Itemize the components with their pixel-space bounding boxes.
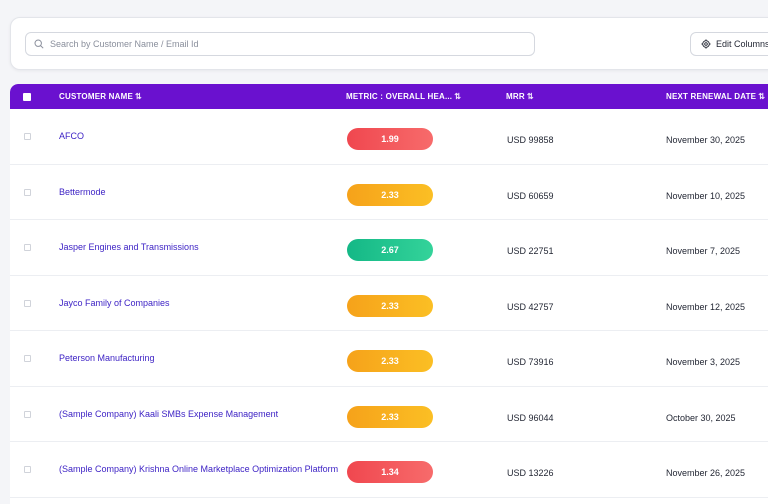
health-score-badge: 2.33 xyxy=(347,294,433,317)
table-row: Jayco Family of Companies 2.33 USD 42757… xyxy=(10,275,768,331)
column-label: METRIC : OVERALL HEA... xyxy=(346,92,453,101)
search-input[interactable] xyxy=(50,39,510,49)
sort-icon[interactable]: ⇅ xyxy=(135,92,142,101)
row-checkbox[interactable] xyxy=(24,355,31,362)
renewal-date: November 7, 2025 xyxy=(666,246,741,256)
column-label: MRR xyxy=(506,92,525,101)
gear-icon xyxy=(701,39,711,49)
health-score-badge: 2.33 xyxy=(347,183,433,206)
table-row: Bettermode 2.33 USD 60659 November 10, 2… xyxy=(10,164,768,220)
mrr-value: USD 60659 xyxy=(507,190,554,201)
column-header-metric[interactable]: METRIC : OVERALL HEA... ⇅ xyxy=(346,84,461,109)
customer-name-link[interactable]: Bettermode xyxy=(59,186,106,197)
health-score-badge: 2.67 xyxy=(347,239,433,261)
health-score-badge: 1.34 xyxy=(347,461,433,483)
customer-name-link[interactable]: AFCO xyxy=(59,131,85,141)
health-score-badge: 1.99 xyxy=(347,128,433,150)
renewal-date: November 3, 2025 xyxy=(666,357,741,367)
table-header: CUSTOMER NAME ⇅ METRIC : OVERALL HEA... ⇅ … xyxy=(10,84,768,109)
customer-name-link[interactable]: Jasper Engines and Transmissions xyxy=(59,242,199,252)
table-row: (Sample Company) Kaali SMBs Expense Mana… xyxy=(10,386,768,442)
column-label: CUSTOMER NAME xyxy=(59,92,134,101)
health-score-badge: 2.33 xyxy=(347,350,433,372)
renewal-date: November 26, 2025 xyxy=(666,468,746,478)
column-label: NEXT RENEWAL DATE xyxy=(666,92,757,101)
row-checkbox[interactable] xyxy=(24,410,31,418)
column-header-customer[interactable]: CUSTOMER NAME ⇅ xyxy=(59,84,142,109)
renewal-date: November 12, 2025 xyxy=(666,301,746,312)
row-checkbox[interactable] xyxy=(24,466,31,473)
table-row: (Sample Company) Krishna Online Marketpl… xyxy=(10,442,768,498)
customer-name-link[interactable]: (Sample Company) Krishna Online Marketpl… xyxy=(59,464,339,474)
sort-icon[interactable]: ⇅ xyxy=(454,92,462,101)
renewal-date: November 30, 2025 xyxy=(666,135,746,145)
mrr-value: USD 42757 xyxy=(507,301,554,312)
mrr-value: USD 13226 xyxy=(507,468,554,478)
renewal-date: November 10, 2025 xyxy=(666,190,746,201)
sort-icon[interactable]: ⇅ xyxy=(758,92,766,101)
search-icon xyxy=(34,39,44,49)
mrr-value: USD 22751 xyxy=(507,246,554,256)
edit-columns-button[interactable]: Edit Columns xyxy=(690,32,768,56)
table-row: AFCO 1.99 USD 99858 November 30, 2025 xyxy=(10,109,768,165)
row-checkbox[interactable] xyxy=(24,244,31,251)
select-all-checkbox[interactable] xyxy=(23,93,31,101)
row-checkbox[interactable] xyxy=(24,188,31,196)
column-header-renewal[interactable]: NEXT RENEWAL DATE ⇅ xyxy=(666,84,765,109)
table-row: Peterson Manufacturing 2.33 USD 73916 No… xyxy=(10,331,768,387)
mrr-value: USD 99858 xyxy=(507,135,554,145)
customer-name-link[interactable]: Jayco Family of Companies xyxy=(59,297,170,308)
customer-name-link[interactable]: (Sample Company) Kaali SMBs Expense Mana… xyxy=(59,408,279,419)
table-row: Jasper Engines and Transmissions 2.67 US… xyxy=(10,220,768,276)
row-checkbox[interactable] xyxy=(24,299,31,307)
mrr-value: USD 96044 xyxy=(507,412,554,423)
customer-table: CUSTOMER NAME ⇅ METRIC : OVERALL HEA... ⇅ … xyxy=(10,84,768,504)
customer-name-link[interactable]: Peterson Manufacturing xyxy=(59,353,155,363)
column-header-mrr[interactable]: MRR ⇅ xyxy=(506,84,534,109)
sort-icon[interactable]: ⇅ xyxy=(526,92,534,101)
health-score-badge: 2.33 xyxy=(347,405,433,428)
edit-columns-label: Edit Columns xyxy=(716,39,768,49)
mrr-value: USD 73916 xyxy=(507,357,554,367)
search-box[interactable] xyxy=(25,32,535,56)
renewal-date: October 30, 2025 xyxy=(666,412,736,423)
row-checkbox[interactable] xyxy=(24,133,31,140)
toolbar-card: Edit Columns xyxy=(10,17,768,70)
